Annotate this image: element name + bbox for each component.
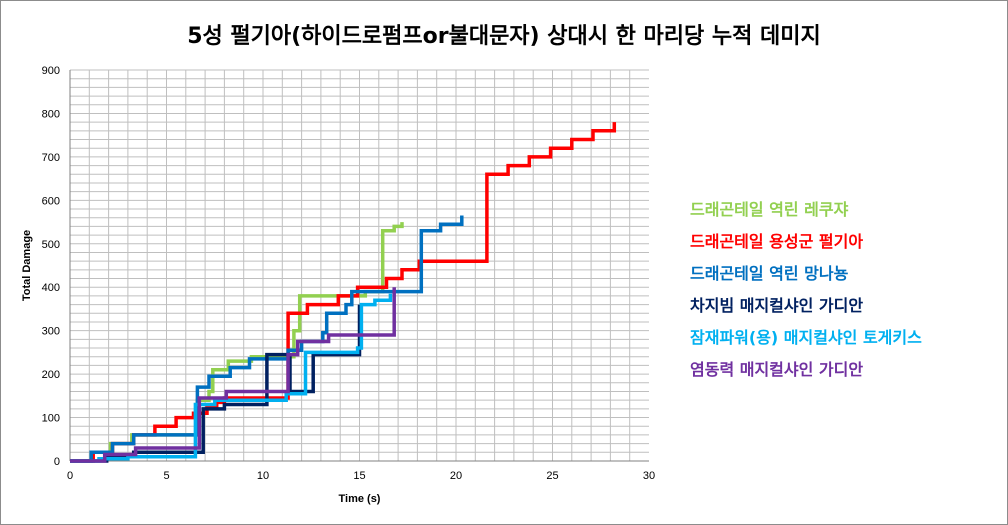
series-line-5 [70,293,393,463]
y-tick-label: 300 [42,326,60,338]
y-tick-label: 600 [42,195,60,207]
legend-entry-6: 염동력 매지컬샤인 가디안 [690,360,864,379]
legend-entry-1: 드래곤테일 역린 레쿠쟈 [690,200,849,219]
x-tick-label: 5 [163,470,169,482]
series-line-2 [70,122,617,463]
y-tick-label: 200 [42,369,60,381]
y-tick-label: 800 [42,108,60,120]
y-axis-label: Total Damage [21,230,33,301]
series-line-3 [70,215,464,463]
y-tick-label: 900 [42,65,60,77]
x-axis-label: Time (s) [339,493,381,505]
series-line-1 [70,222,404,463]
series-line-6 [70,287,396,463]
legend-entry-3: 드래곤테일 역린 망나뇽 [690,264,849,283]
x-tick-label: 25 [546,470,558,482]
y-tick-label: 400 [42,282,60,294]
series-line-4 [70,304,362,463]
y-tick-label: 700 [42,152,60,164]
legend-entry-2: 드래곤테일 용성군 펄기아 [690,232,864,251]
y-tick-label: 100 [42,413,60,425]
chart-title: 5성 펄기아(하이드로펌프or불대문자) 상대시 한 마리당 누적 데미지 [187,24,821,49]
x-tick-label: 15 [353,470,365,482]
x-tick-label: 0 [67,470,73,482]
y-tick-label: 500 [42,239,60,251]
x-tick-label: 30 [643,470,655,482]
legend-entry-5: 잠재파워(용) 매지컬샤인 토게키스 [690,328,922,347]
legend-entry-4: 차지빔 매지컬샤인 가디안 [690,296,864,315]
y-tick-label: 0 [54,456,60,468]
x-tick-label: 10 [257,470,269,482]
x-tick-label: 20 [450,470,462,482]
